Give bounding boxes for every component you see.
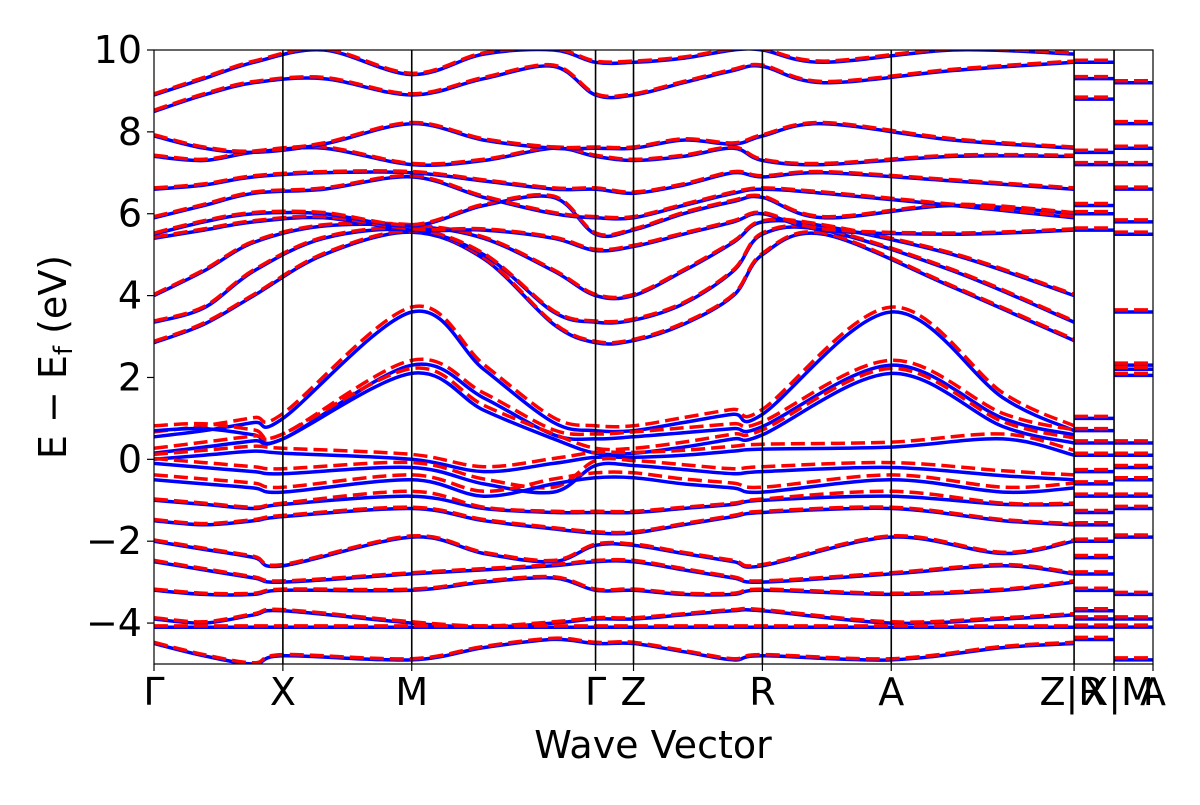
- band-line-red: [154, 210, 1075, 252]
- x-axis-title: Wave Vector: [534, 723, 772, 767]
- x-tick-label: Γ: [143, 670, 164, 714]
- y-tick-label: −4: [86, 601, 142, 645]
- x-tick-label: Z: [620, 670, 646, 714]
- x-tick-label: X|M: [1082, 670, 1154, 715]
- y-tick-label: −2: [86, 519, 142, 563]
- band-line-blue: [154, 225, 1075, 325]
- plot-frame: [153, 49, 1154, 665]
- band-line-red: [154, 50, 1075, 96]
- band-line-red: [154, 173, 1075, 220]
- band-line-red: [154, 534, 1075, 568]
- y-axis: −4 −2 0 2 4 6 8 10: [86, 28, 154, 645]
- y-tick-label: 4: [118, 274, 142, 318]
- x-tick-label: R: [749, 670, 775, 714]
- y-tick-label: 8: [118, 110, 142, 154]
- band-line-red: [154, 169, 1075, 194]
- y-axis-title-unit: (eV): [31, 255, 75, 346]
- x-tick-label: Z|R: [1039, 670, 1104, 715]
- band-line-blue: [154, 218, 1075, 301]
- y-tick-label: 0: [118, 437, 142, 481]
- y-axis-title-main: E − E: [31, 355, 75, 459]
- band-line-red: [154, 636, 1075, 664]
- x-tick-label: M: [395, 670, 428, 714]
- y-axis-title: E − Ef (eV): [31, 255, 79, 459]
- bands-layer: [154, 50, 1153, 664]
- band-line-red: [154, 120, 1075, 153]
- x-tick-label: X: [270, 670, 296, 714]
- band-line-red: [154, 217, 1075, 300]
- y-tick-label: 6: [118, 192, 142, 236]
- band-line-red: [154, 192, 1075, 237]
- y-axis-title-subscript: f: [49, 345, 79, 355]
- x-tick-label: Γ: [585, 670, 606, 714]
- band-line-red: [154, 489, 1075, 514]
- band-line-red: [154, 223, 1075, 324]
- x-axis: Γ X M Γ Z R A Z|RX|MA: [143, 664, 1166, 715]
- band-line-red: [154, 59, 1075, 112]
- y-tick-label: 2: [118, 355, 142, 399]
- high-symmetry-lines: [282, 50, 1115, 664]
- x-tick-label: A: [1140, 670, 1166, 714]
- y-tick-label: 10: [94, 28, 142, 72]
- x-tick-label: A: [878, 670, 904, 714]
- band-line-red: [154, 366, 1075, 452]
